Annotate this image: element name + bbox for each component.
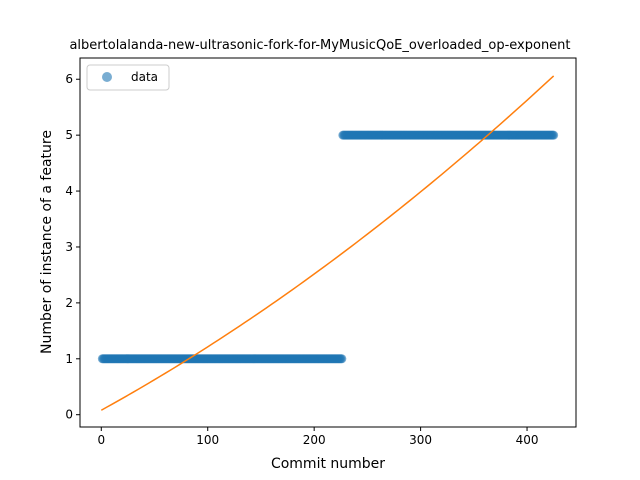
y-tick-label: 1 bbox=[65, 352, 73, 366]
y-tick-label: 5 bbox=[65, 128, 73, 142]
data-point bbox=[337, 354, 347, 364]
legend-label: data bbox=[131, 70, 158, 84]
x-tick-label: 200 bbox=[303, 433, 326, 447]
trend-line bbox=[100, 75, 555, 411]
chart-title: albertolalanda-new-ultrasonic-fork-for-M… bbox=[69, 38, 570, 53]
y-tick-label: 6 bbox=[65, 72, 73, 86]
y-tick-label: 0 bbox=[65, 408, 73, 422]
legend-marker bbox=[102, 72, 112, 82]
legend: data bbox=[86, 64, 170, 91]
x-axis-ticks: 0 100 200 300 400 bbox=[97, 427, 538, 447]
x-tick-label: 100 bbox=[196, 433, 219, 447]
plot-series bbox=[97, 75, 559, 411]
y-axis-ticks: 0 1 2 3 4 5 6 bbox=[65, 72, 80, 422]
plot-frame bbox=[79, 57, 577, 428]
x-tick-label: 400 bbox=[516, 433, 539, 447]
y-tick-label: 3 bbox=[65, 240, 73, 254]
data-point bbox=[549, 130, 559, 140]
x-axis-label: Commit number bbox=[271, 456, 385, 472]
y-tick-label: 4 bbox=[65, 184, 73, 198]
y-tick-label: 2 bbox=[65, 296, 73, 310]
x-tick-label: 300 bbox=[409, 433, 432, 447]
x-tick-label: 0 bbox=[97, 433, 105, 447]
y-axis-label: Number of instance of a feature bbox=[39, 130, 55, 354]
legend-box bbox=[86, 64, 170, 91]
